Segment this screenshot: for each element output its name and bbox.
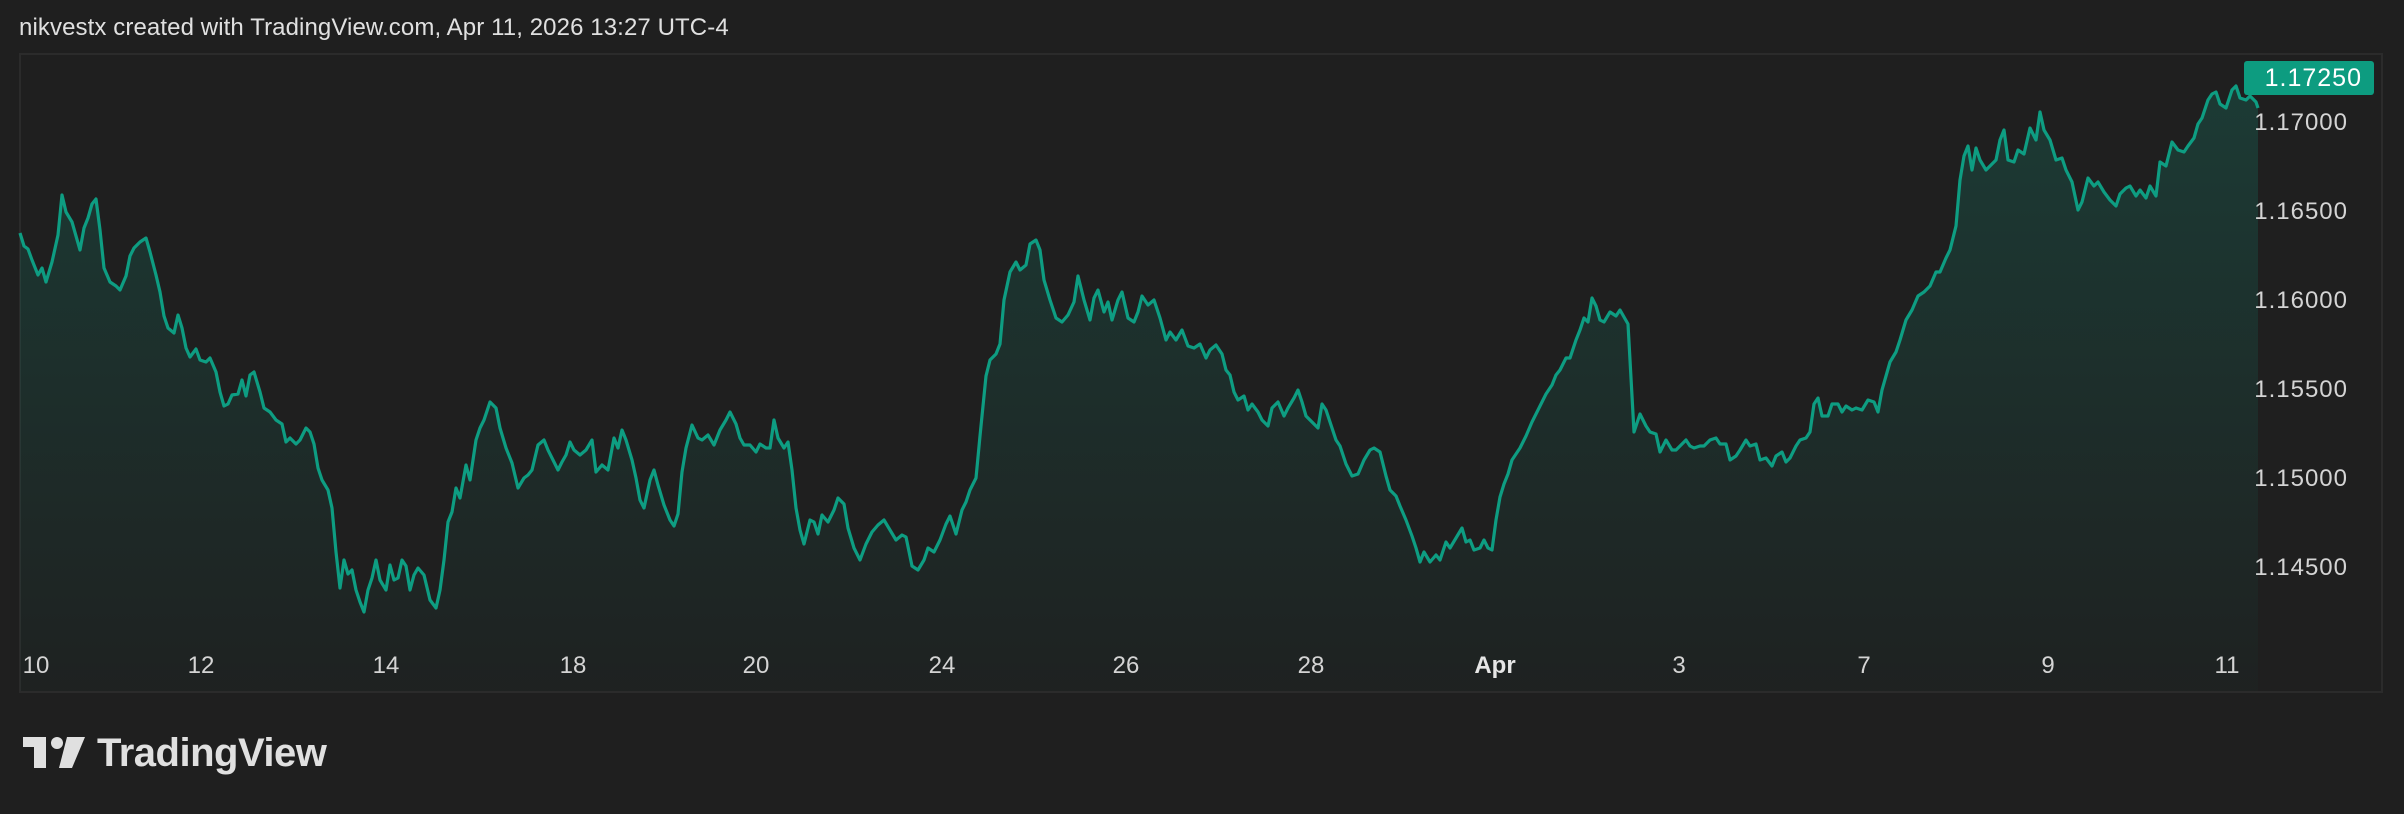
- x-axis-tick: 14: [372, 652, 400, 679]
- y-axis-tick: 1.16500: [2254, 198, 2348, 225]
- x-axis-tick: 10: [22, 652, 50, 679]
- price-area-fill: [20, 86, 2258, 691]
- x-axis-tick: 28: [1297, 652, 1325, 679]
- x-axis-tick: 26: [1112, 652, 1140, 679]
- tradingview-mark-icon: [23, 737, 85, 768]
- y-axis-tick: 1.15000: [2254, 465, 2348, 492]
- x-axis-tick: 18: [559, 652, 587, 679]
- x-axis-tick: 9: [2041, 652, 2055, 679]
- logo-text: TradingView: [97, 730, 327, 775]
- x-axis-tick: 11: [2214, 652, 2240, 679]
- x-axis-tick: 20: [742, 652, 770, 679]
- x-axis-tick: 12: [187, 652, 215, 679]
- y-axis-tick: 1.14500: [2254, 554, 2348, 581]
- current-price-badge: 1.17250: [2244, 61, 2374, 95]
- x-axis-tick: 3: [1672, 652, 1686, 679]
- chart-caption: nikvestx created with TradingView.com, A…: [19, 14, 729, 41]
- y-axis-tick: 1.16000: [2254, 287, 2348, 314]
- x-axis-tick: 24: [928, 652, 956, 679]
- tradingview-logo[interactable]: TradingView: [23, 730, 327, 775]
- price-line: [18, 84, 2260, 614]
- y-axis-tick: 1.17000: [2254, 109, 2348, 136]
- x-axis-tick-month: Apr: [1474, 652, 1516, 679]
- y-axis-tick: 1.15500: [2254, 376, 2348, 403]
- x-axis-tick: 7: [1857, 652, 1871, 679]
